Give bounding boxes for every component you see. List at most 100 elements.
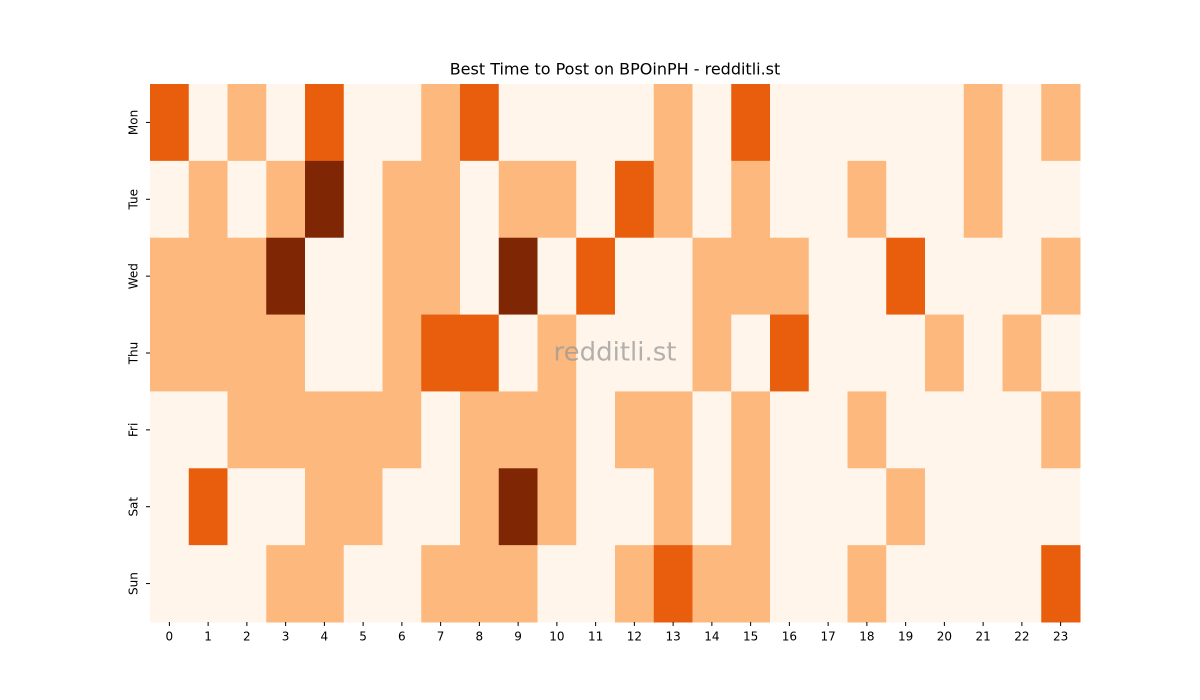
heatmap-cell	[343, 314, 383, 392]
heatmap-cell	[460, 314, 500, 392]
heatmap-cell	[305, 391, 345, 469]
heatmap-cell	[576, 391, 616, 469]
heatmap-cell	[382, 391, 422, 469]
heatmap-cell	[808, 545, 848, 623]
heatmap-cell	[421, 314, 461, 392]
heatmap-cell	[343, 160, 383, 239]
x-tick-label: 9	[514, 630, 522, 644]
heatmap-cell	[188, 391, 228, 469]
heatmap-cell	[150, 237, 190, 316]
heatmap-cell	[382, 160, 422, 239]
heatmap-cell	[847, 84, 887, 162]
heatmap-cell	[421, 84, 461, 162]
heatmap-cell	[266, 84, 306, 162]
heatmap-cell	[615, 314, 655, 392]
heatmap-cell	[925, 468, 965, 546]
heatmap-cell	[537, 314, 577, 392]
heatmap-cell	[460, 160, 500, 239]
heatmap-cell	[1002, 160, 1042, 239]
heatmap-cell	[1041, 237, 1081, 316]
heatmap-cell	[653, 314, 693, 392]
heatmap-cell	[963, 84, 1003, 162]
heatmap-cell	[188, 468, 228, 546]
heatmap-cell	[731, 391, 771, 469]
heatmap-cell	[382, 314, 422, 392]
x-tick-label: 8	[476, 630, 484, 644]
heatmap-cell	[615, 160, 655, 239]
heatmap-cell	[615, 545, 655, 623]
heatmap-cell	[498, 391, 538, 469]
y-tick-label: Sun	[127, 572, 141, 595]
y-tick-label: Sat	[127, 497, 141, 517]
heatmap-cell	[421, 391, 461, 469]
heatmap-cell	[653, 468, 693, 546]
heatmap-cell	[615, 391, 655, 469]
heatmap-cell	[731, 468, 771, 546]
heatmap-cell	[808, 314, 848, 392]
x-tick-label: 12	[627, 630, 642, 644]
heatmap-cell	[963, 391, 1003, 469]
heatmap-cell	[227, 545, 267, 623]
heatmap-cell	[188, 237, 228, 316]
heatmap-cell	[343, 237, 383, 316]
heatmap-cell	[498, 468, 538, 546]
heatmap-cell	[537, 468, 577, 546]
x-tick-label: 10	[549, 630, 564, 644]
heatmap-cell	[925, 84, 965, 162]
x-tick-label: 13	[665, 630, 680, 644]
heatmap-cell	[382, 237, 422, 316]
heatmap-cell	[653, 160, 693, 239]
heatmap-cell	[615, 237, 655, 316]
heatmap-cell	[731, 237, 771, 316]
heatmap-cell	[847, 391, 887, 469]
heatmap-cell	[266, 391, 306, 469]
heatmap-cell	[266, 160, 306, 239]
heatmap-cell	[731, 84, 771, 162]
x-tick-label: 1	[204, 630, 212, 644]
heatmap-cell	[188, 545, 228, 623]
heatmap-cell	[963, 468, 1003, 546]
heatmap-cell	[925, 160, 965, 239]
heatmap-cell	[808, 237, 848, 316]
heatmap-cell	[305, 545, 345, 623]
heatmap-cell	[188, 160, 228, 239]
heatmap-cell	[731, 314, 771, 392]
x-tick-label: 11	[588, 630, 603, 644]
heatmap-cell	[227, 391, 267, 469]
y-tick-label: Tue	[127, 189, 141, 211]
heatmap-cell	[770, 237, 810, 316]
heatmap-cell	[498, 237, 538, 316]
heatmap-cell	[576, 468, 616, 546]
heatmap-cell	[963, 545, 1003, 623]
x-tick-label: 22	[1014, 630, 1029, 644]
heatmap-cell	[1041, 314, 1081, 392]
heatmap-cell	[188, 314, 228, 392]
heatmap-cell	[227, 468, 267, 546]
x-tick-label: 15	[743, 630, 758, 644]
heatmap-cell	[770, 84, 810, 162]
heatmap-cell	[150, 391, 190, 469]
heatmap-cell	[343, 84, 383, 162]
heatmap-cell	[847, 545, 887, 623]
heatmap-cell	[150, 545, 190, 623]
heatmap-cell	[498, 84, 538, 162]
heatmap-cell	[1041, 391, 1081, 469]
heatmap-cell	[343, 468, 383, 546]
heatmap-cell	[460, 545, 500, 623]
heatmap-cell	[731, 545, 771, 623]
heatmap-cell	[692, 160, 732, 239]
heatmap-cell	[653, 84, 693, 162]
heatmap-cell	[692, 314, 732, 392]
heatmap-cell	[770, 391, 810, 469]
x-tick-label: 4	[321, 630, 329, 644]
chart-title: Best Time to Post on BPOinPH - redditli.…	[450, 60, 781, 79]
heatmap-cell	[305, 237, 345, 316]
x-tick-label: 5	[359, 630, 367, 644]
heatmap-cells	[150, 84, 1081, 623]
heatmap-cell	[808, 84, 848, 162]
x-tick-label: 14	[704, 630, 719, 644]
heatmap-cell	[886, 468, 926, 546]
x-tick-label: 2	[243, 630, 251, 644]
heatmap-cell	[421, 237, 461, 316]
